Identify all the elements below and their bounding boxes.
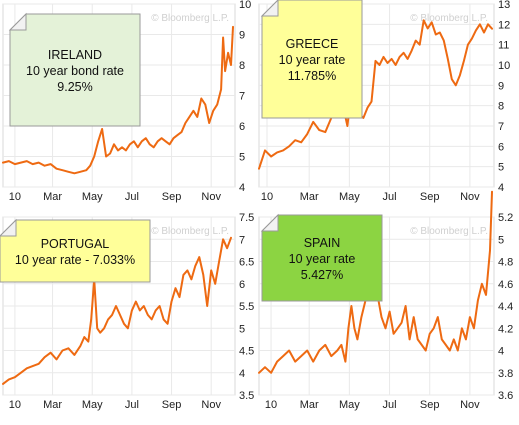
y-tick-label: 10 (239, 0, 251, 11)
x-tick-label: May (82, 399, 103, 411)
x-tick-label: 10 (265, 399, 277, 411)
portugal-note: PORTUGAL 10 year rate - 7.033% (0, 218, 151, 283)
portugal-note-line: PORTUGAL (41, 237, 110, 251)
x-tick-label: Jul (383, 399, 397, 411)
spain-rate-line (258, 190, 493, 374)
x-tick-label: 10 (261, 191, 273, 203)
watermark: © Bloomberg L.P. (151, 13, 229, 24)
x-tick-label: Jul (125, 191, 139, 203)
ireland-note: IRELAND 10 year bond rate 9.25% (8, 12, 141, 127)
note-paper (0, 219, 151, 283)
note-fold (8, 12, 27, 31)
y-tick-label: 3.5 (239, 390, 254, 402)
x-tick-label: May (82, 191, 103, 203)
ireland-chart: © Bloomberg L.P. 4 5 6 7 8 9 10 10 Mar May Jul Sep No… (2, 0, 251, 203)
y-tick-label: 7.5 (239, 212, 254, 224)
y-tick-label: 6 (239, 121, 245, 133)
x-tick-label: Mar (43, 191, 62, 203)
y-tick-label: 6 (239, 279, 245, 291)
ireland-rate-line (2, 25, 234, 175)
y-tick-label: 4.4 (498, 301, 513, 313)
y-tick-label: 4 (239, 368, 245, 380)
note-fold (260, 0, 279, 17)
spain-note-line: 10 year rate (289, 252, 356, 266)
y-tick-label: 10 (498, 60, 510, 72)
x-tick-label: May (339, 191, 360, 203)
y-tick-label: 4 (498, 182, 504, 194)
y-tick-label: 4 (498, 346, 504, 358)
greece-chart: © Bloomberg L.P. 4 5 6 7 8 9 10 11 12 13 10 Mar May Ju… (258, 0, 510, 203)
x-tick-label: Sep (162, 399, 182, 411)
y-tick-label: 4.6 (498, 279, 513, 291)
y-tick-label: 5.2 (498, 212, 513, 224)
y-tick-label: 4.8 (498, 257, 513, 269)
portugal-chart: © Bloomberg L.P. 3.5 4 4.5 5 5.5 6 6.5 7 7.5 10 Mar… (0, 212, 254, 411)
y-tick-label: 4 (239, 182, 245, 194)
x-tick-label: Mar (300, 191, 319, 203)
greece-note-line: 10 year rate (279, 53, 346, 67)
note-fold (260, 213, 279, 232)
greece-rate-line (258, 15, 493, 170)
greece-note: GREECE 10 year rate 11.785% (260, 0, 363, 119)
y-tick-label: 6 (498, 141, 504, 153)
x-tick-label: Sep (420, 399, 440, 411)
y-tick-label: 8 (498, 101, 504, 113)
x-tick-label: Nov (460, 191, 480, 203)
x-tick-label: 10 (9, 399, 21, 411)
ireland-note-line: IRELAND (48, 48, 102, 62)
greece-note-line: 11.785% (288, 69, 336, 83)
x-tick-label: Nov (201, 191, 221, 203)
y-tick-label: 12 (498, 19, 510, 31)
y-tick-label: 4.5 (239, 346, 254, 358)
y-tick-label: 5.5 (239, 301, 254, 313)
x-tick-label: Mar (43, 399, 62, 411)
ireland-note-line: 10 year bond rate (26, 64, 124, 78)
x-tick-label: Sep (162, 191, 182, 203)
spain-note-line: 5.427% (301, 268, 343, 282)
spain-chart: © Bloomberg L.P. 3.6 3.8 4 4.2 4.4 4.6 4.8 5 5.2 1… (258, 190, 513, 411)
y-tick-label: 5 (239, 323, 245, 335)
y-tick-label: 8 (239, 60, 245, 72)
spain-note: SPAIN 10 year rate 5.427% (260, 213, 383, 302)
y-tick-label: 9 (239, 30, 245, 42)
x-tick-label: 10 (9, 191, 21, 203)
x-tick-label: Jul (383, 191, 397, 203)
greece-note-line: GREECE (286, 37, 339, 51)
x-tick-label: Sep (420, 191, 440, 203)
y-tick-label: 5 (498, 162, 504, 174)
y-tick-label: 5 (498, 234, 504, 246)
y-tick-label: 4.2 (498, 323, 513, 335)
ireland-note-line: 9.25% (57, 80, 92, 94)
y-tick-label: 7 (498, 121, 504, 133)
y-tick-label: 9 (498, 80, 504, 92)
y-tick-label: 7 (239, 234, 245, 246)
y-tick-label: 13 (498, 0, 510, 11)
y-tick-label: 3.8 (498, 368, 513, 380)
portugal-note-line: 10 year rate - 7.033% (15, 253, 135, 267)
note-fold (0, 218, 17, 237)
watermark: © Bloomberg L.P. (410, 13, 488, 24)
y-tick-label: 11 (498, 40, 509, 52)
watermark: © Bloomberg L.P. (410, 226, 488, 237)
y-tick-label: 3.6 (498, 390, 513, 402)
watermark: © Bloomberg L.P. (151, 226, 229, 237)
x-tick-label: Mar (300, 399, 319, 411)
y-tick-label: 7 (239, 91, 245, 103)
x-tick-label: Nov (460, 399, 480, 411)
x-tick-label: Nov (201, 399, 221, 411)
y-tick-label: 6.5 (239, 257, 254, 269)
y-tick-label: 5 (239, 152, 245, 164)
x-tick-label: Jul (125, 399, 139, 411)
x-tick-label: May (339, 399, 360, 411)
spain-note-line: SPAIN (304, 236, 341, 250)
portugal-rate-line (2, 236, 232, 385)
